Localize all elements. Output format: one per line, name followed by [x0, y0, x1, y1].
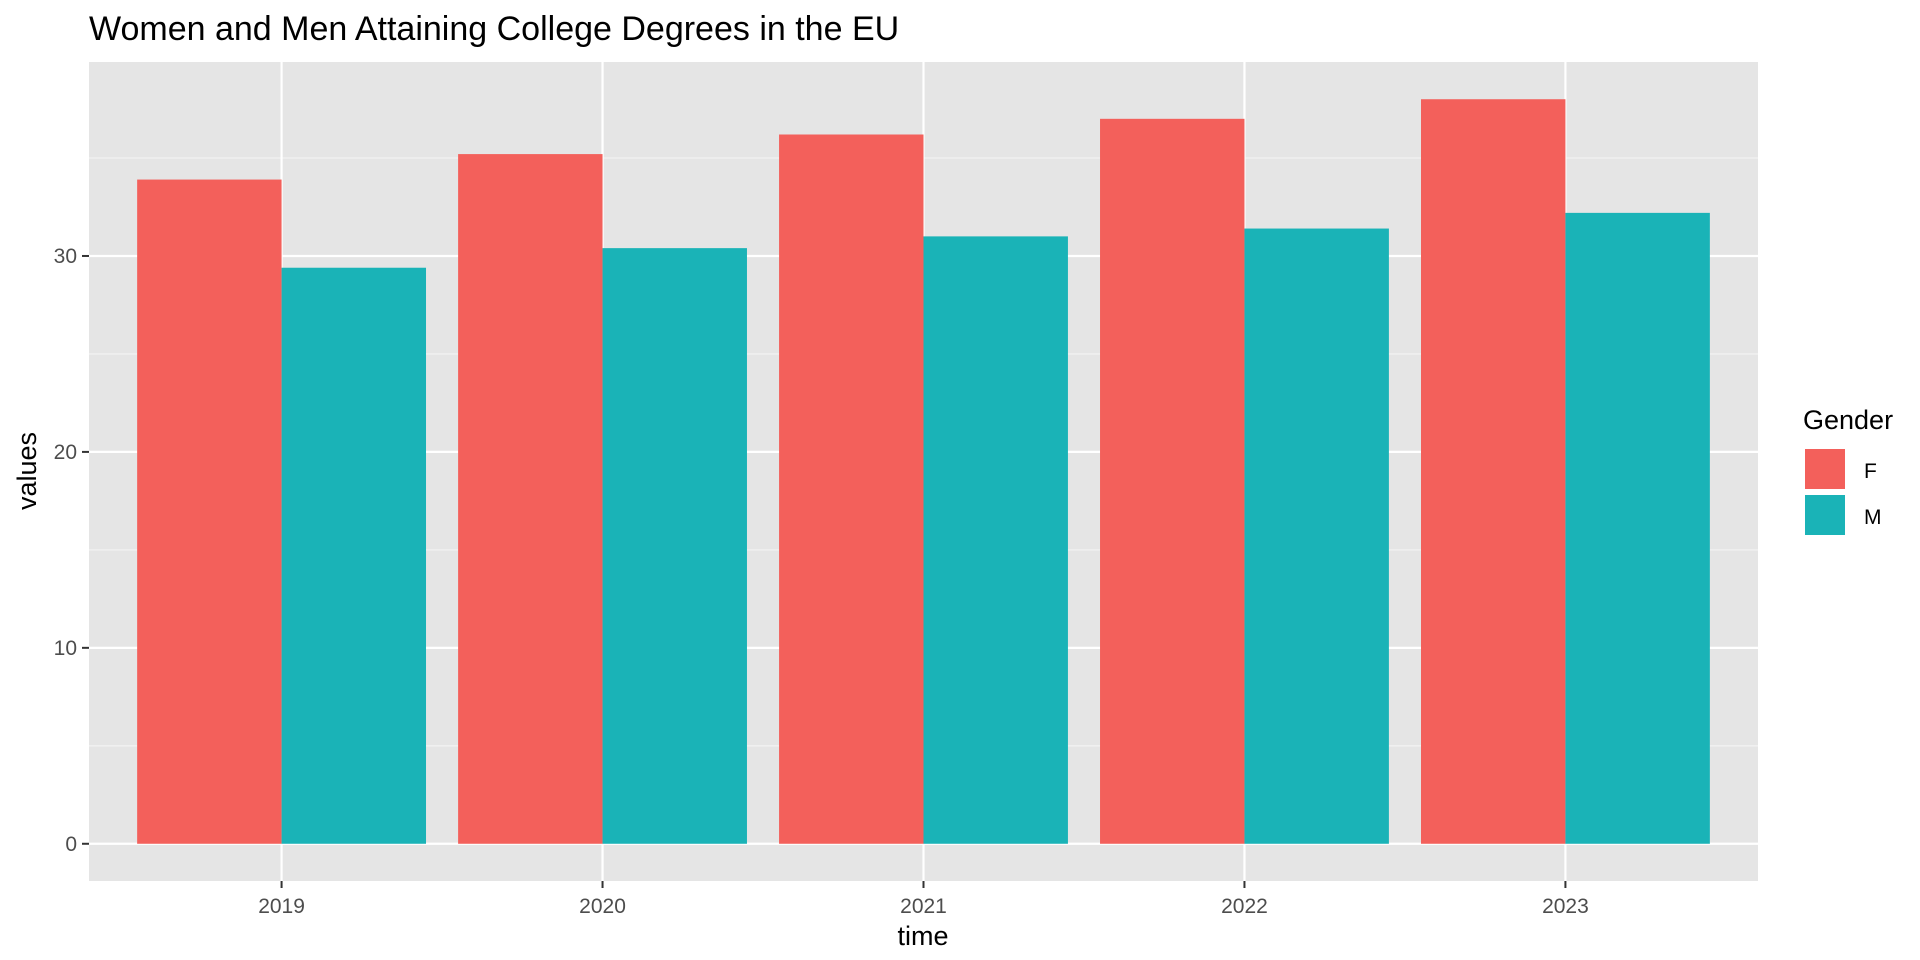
x-tick-label: 2019: [258, 895, 305, 918]
x-tick-label: 2021: [900, 895, 947, 918]
bar-f-2020: [458, 154, 603, 844]
bar-m-2022: [1244, 228, 1389, 844]
legend: Gender F M: [1803, 405, 1893, 537]
chart-title: Women and Men Attaining College Degrees …: [89, 10, 899, 48]
bar-m-2021: [923, 236, 1068, 844]
x-axis-title: time: [897, 921, 948, 951]
bar-f-2021: [779, 134, 924, 844]
legend-label-f: F: [1864, 460, 1877, 483]
legend-title: Gender: [1803, 405, 1893, 435]
y-tick-label: 30: [54, 245, 77, 268]
bar-m-2023: [1565, 212, 1710, 844]
y-tick-label: 10: [54, 637, 77, 660]
y-tick-label: 20: [54, 441, 77, 464]
bar-f-2022: [1100, 118, 1245, 844]
legend-key-f: [1803, 447, 1847, 491]
y-tick-label: 0: [65, 833, 77, 856]
x-axis: 2019 2020 2021 2022 2023: [258, 881, 1589, 918]
bar-f-2023: [1420, 99, 1566, 844]
bar-m-2019: [281, 267, 427, 844]
legend-label-m: M: [1864, 506, 1882, 529]
bar-marks: [137, 99, 1710, 844]
y-axis-title: values: [12, 432, 42, 510]
y-axis: 0 10 20 30: [54, 245, 89, 856]
bar-m-2020: [602, 248, 747, 844]
legend-key-m: [1803, 493, 1847, 537]
x-tick-label: 2022: [1221, 895, 1268, 918]
bar-f-2019: [137, 179, 282, 844]
x-tick-label: 2023: [1542, 895, 1589, 918]
x-tick-label: 2020: [579, 895, 626, 918]
